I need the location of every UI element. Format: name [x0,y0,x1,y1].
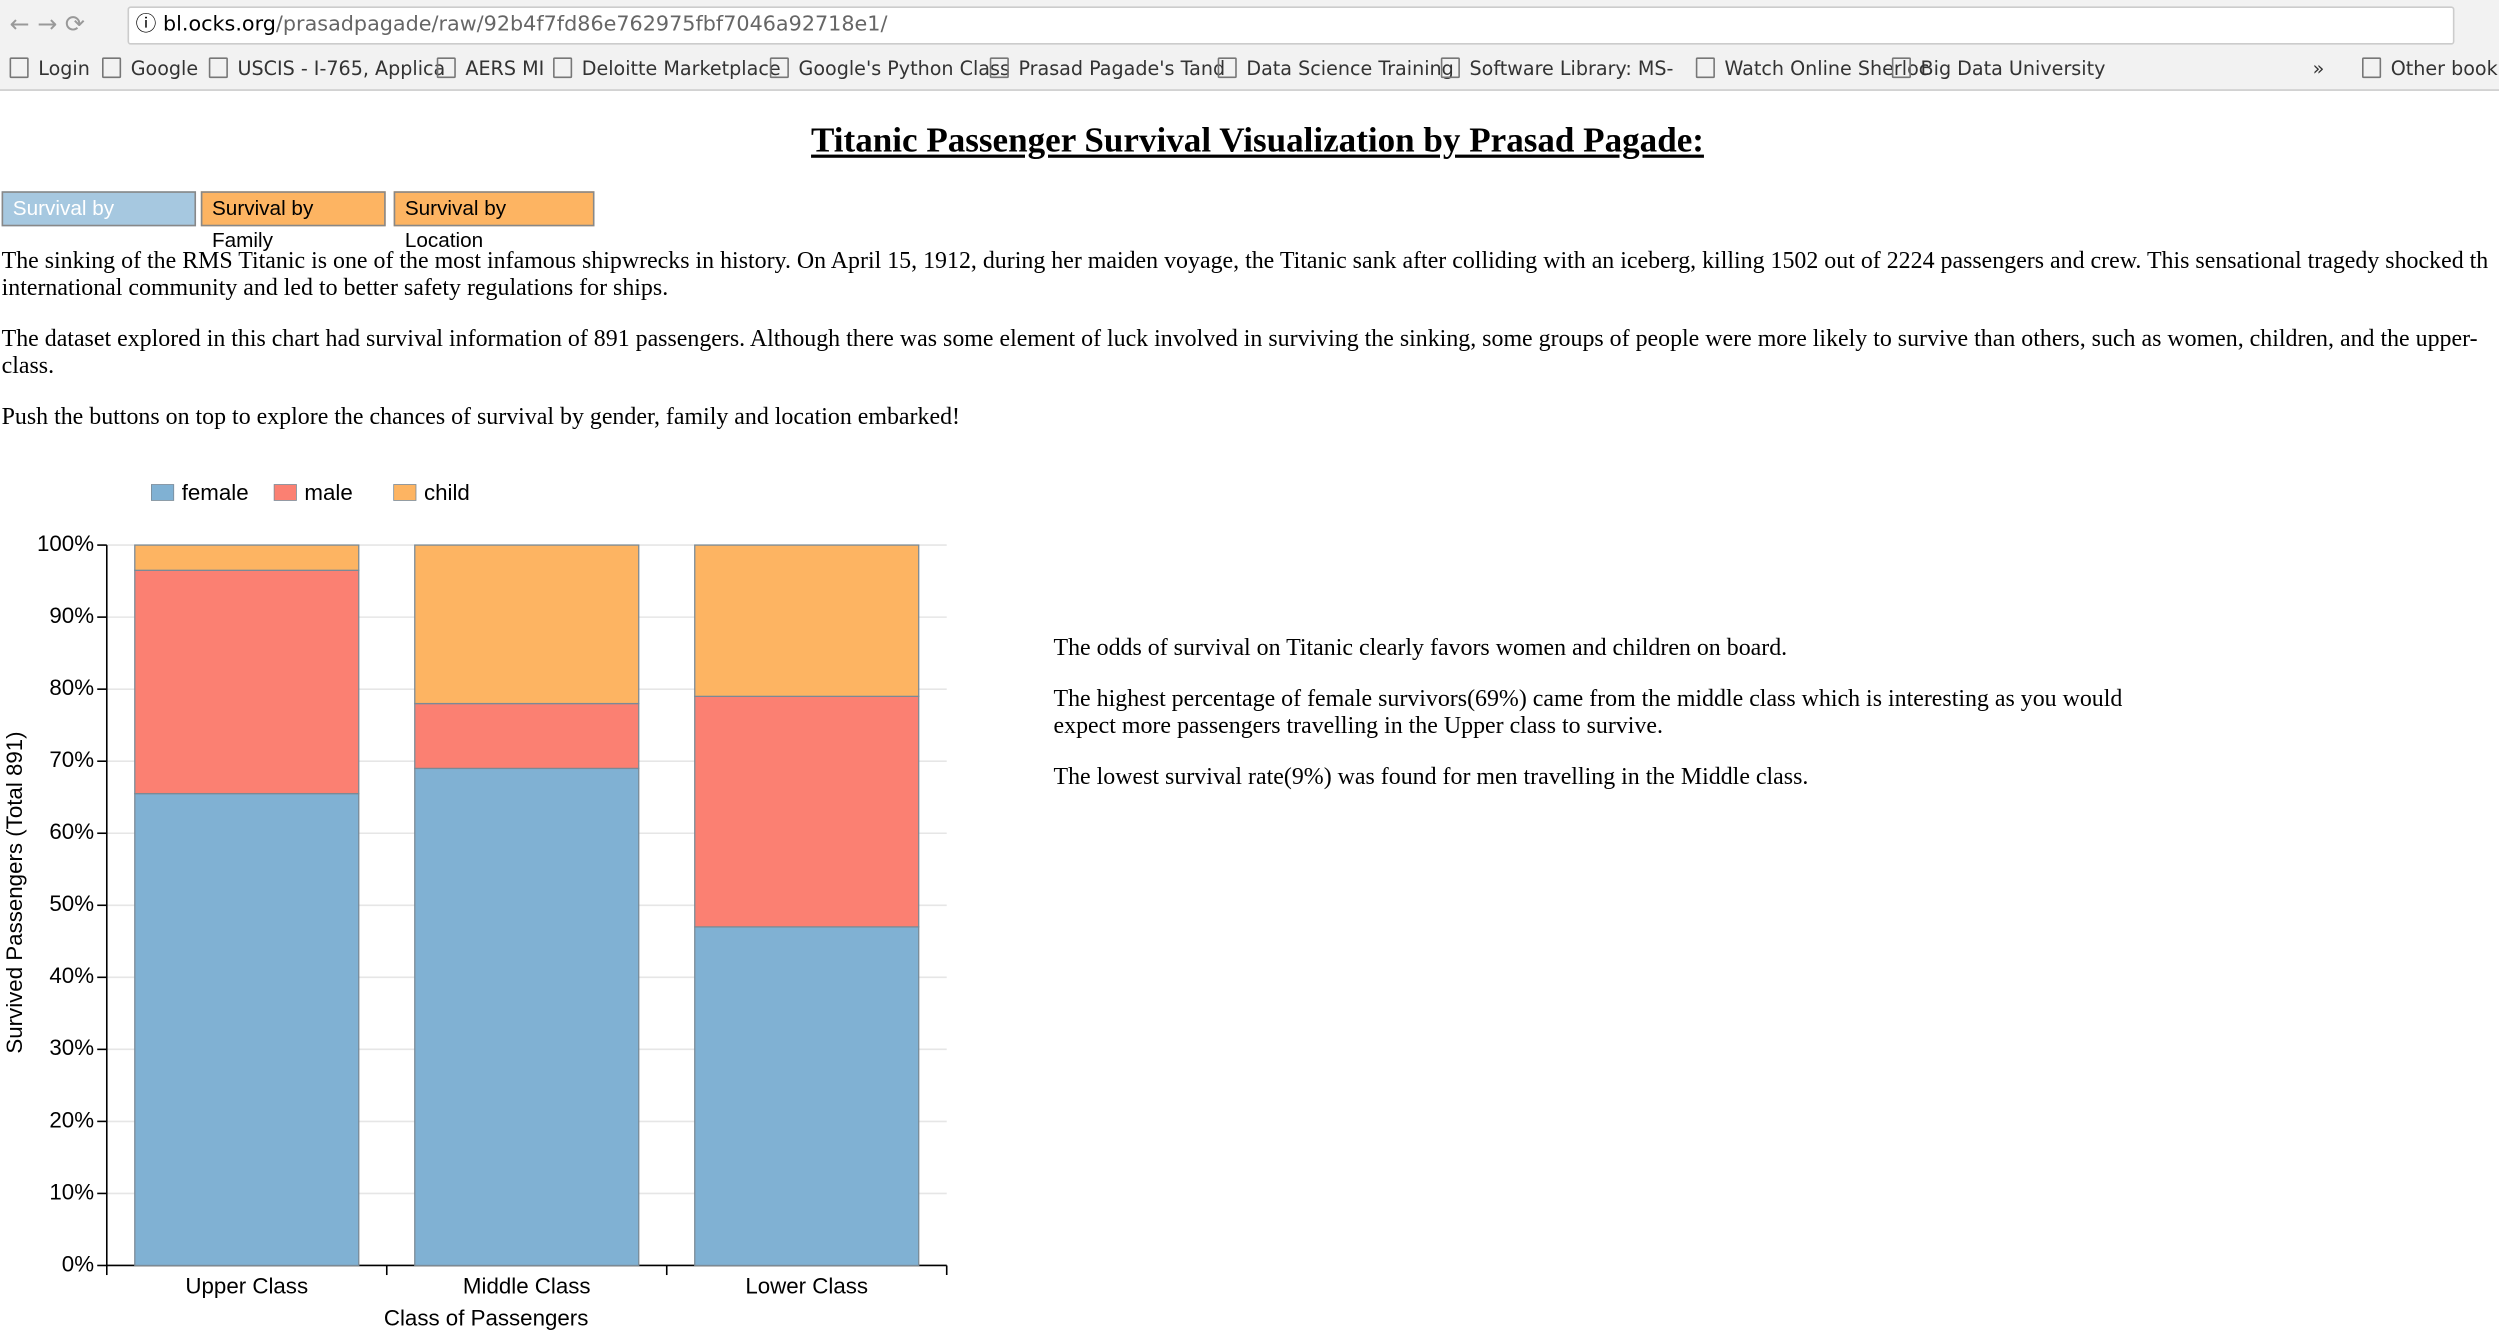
paragraph: The odds of survival on Titanic clearly … [1054,636,2123,663]
bar-segment [134,569,360,795]
bookmark[interactable]: USCIS - I-765, Applica [209,51,445,86]
browser-chrome: ← → ⟳ ⓘ bl.ocks.org/prasadpagade/raw/92b… [0,0,2499,91]
y-tick-label: 10% [49,1179,94,1204]
legend-label: male [304,480,352,505]
y-tick-label: 80% [49,675,94,700]
bar-segment [414,767,640,1267]
paragraph: The lowest survival rate(9%) was found f… [1054,765,2123,792]
y-tick-label: 70% [49,747,94,772]
text-line: The sinking of the RMS Titanic is one of… [1,248,2489,275]
page-title: Titanic Passenger Survival Visualization… [811,119,1704,160]
bar-segment [414,702,640,770]
bookmark[interactable]: Prasad Pagade's Tand [990,51,1225,86]
url-host: bl.ocks.org [162,12,276,37]
url-path: /prasadpagade/raw/92b4f7fd86e762975fbf70… [275,12,888,37]
nav-buttons[interactable]: ← → ⟳ [9,9,85,39]
x-tick-label: Lower Class [745,1274,868,1299]
nav-button[interactable]: Survival by Gender [1,191,197,252]
bar-segment [134,792,360,1267]
notes: The odds of survival on Titanic clearly … [1054,636,2123,816]
address-bar[interactable]: ⓘ bl.ocks.org/prasadpagade/raw/92b4f7fd8… [127,6,2455,45]
y-tick-label: 90% [49,603,94,628]
legend-label: female [182,480,249,505]
bar-segment [134,544,360,571]
y-tick-label: 40% [49,963,94,988]
y-tick-label: 0% [62,1251,94,1276]
bar-segment [694,544,920,698]
paragraph: The dataset explored in this chart had s… [2,327,2489,381]
intro: The sinking of the RMS Titanic is one of… [2,249,2489,456]
bookmark[interactable]: Software Library: MS- [1441,51,1673,86]
legend-swatch [273,484,297,501]
text-line: The dataset explored in this chart had s… [1,326,2478,353]
x-axis-title: Class of Passengers [384,1306,588,1331]
bar-segment [414,544,640,705]
bar-segment [694,926,920,1267]
text-line: The highest percentage of female survivo… [1053,686,2123,713]
text-line: Push the buttons on top to explore the c… [1,404,960,431]
y-axis-title: Survived Passengers (Total 891) [2,731,27,1053]
bookmark[interactable]: AERS MI [437,51,544,86]
y-tick-label: 60% [49,819,94,844]
legend-swatch [393,484,417,501]
x-tick-label: Upper Class [185,1274,308,1299]
paragraph: Push the buttons on top to explore the c… [2,405,2489,432]
paragraph: The sinking of the RMS Titanic is one of… [2,249,2489,303]
y-tick-label: 100% [37,531,94,556]
text-line: class. [1,353,55,380]
bookmark[interactable]: Google's Python Class [770,51,1009,86]
other-bookmarks[interactable]: Other bookma [2362,51,2499,86]
chart: Class of Passengers Survived Passengers … [2,480,948,1331]
bookmark[interactable]: Deloitte Marketplace [553,51,781,86]
nav-button[interactable]: Survival by Location [393,191,595,252]
bookmark[interactable]: Watch Online Sherloc [1696,51,1929,86]
nav-button[interactable]: Survival by Family [200,191,386,252]
text-line: international community and led to bette… [1,275,669,302]
text-line: expect more passengers travelling in the… [1053,714,1663,740]
y-tick-label: 20% [49,1107,94,1132]
paragraph: The highest percentage of female survivo… [1054,687,2123,741]
text-line: The odds of survival on Titanic clearly … [1053,635,1788,662]
legend-label: child [424,480,470,505]
bookmark[interactable]: Google [102,51,198,86]
bar-segment [694,695,920,928]
y-tick-label: 30% [49,1035,94,1060]
bookmark[interactable]: Data Science Training [1218,51,1453,86]
x-tick-label: Middle Class [463,1274,591,1299]
more-bookmarks[interactable]: » [2312,57,2325,80]
text-line: The lowest survival rate(9%) was found f… [1053,765,1809,791]
bookmark[interactable]: Login [10,51,90,86]
legend-swatch [151,484,175,501]
y-tick-label: 50% [49,891,94,916]
bookmarks-bar: Login Google USCIS - I-765, Applica AERS MI… [0,51,2499,86]
bookmark[interactable]: Big Data University [1892,51,2106,86]
